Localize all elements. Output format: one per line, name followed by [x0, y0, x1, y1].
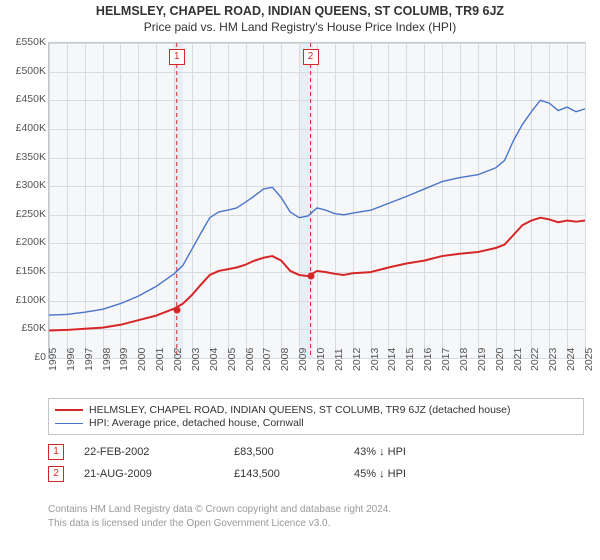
x-tick-label: 2023: [547, 348, 559, 371]
x-tick-label: 2021: [512, 348, 524, 371]
x-tick-label: 2014: [386, 348, 398, 371]
chart-subtitle: Price paid vs. HM Land Registry's House …: [0, 20, 600, 34]
x-tick-label: 2016: [422, 348, 434, 371]
marker-dot: [307, 272, 314, 279]
marker-dot: [173, 307, 180, 314]
y-tick-label: £200K: [16, 236, 46, 248]
chart-svg: [49, 43, 585, 358]
series-hpi: [49, 100, 585, 315]
legend-swatch-property: [55, 409, 83, 411]
y-tick-label: £250K: [16, 208, 46, 220]
x-tick-label: 1995: [47, 348, 59, 371]
marker-table: 1 22-FEB-2002 £83,500 43% ↓ HPI 2 21-AUG…: [48, 441, 406, 485]
x-tick-label: 1999: [118, 348, 130, 371]
legend: HELMSLEY, CHAPEL ROAD, INDIAN QUEENS, ST…: [48, 398, 584, 435]
x-tick-label: 2020: [494, 348, 506, 371]
x-tick-label: 2017: [440, 348, 452, 371]
marker-badge-2: 2: [48, 466, 64, 482]
x-tick-label: 2007: [261, 348, 273, 371]
x-tick-label: 2011: [333, 348, 345, 371]
x-tick-label: 2015: [404, 348, 416, 371]
marker-diff-1: 43% ↓ HPI: [354, 446, 406, 458]
x-tick-label: 2009: [297, 348, 309, 371]
x-tick-label: 2022: [529, 348, 541, 371]
x-tick-label: 2012: [351, 348, 363, 371]
chart-plot-area: 12: [48, 42, 586, 359]
legend-label-property: HELMSLEY, CHAPEL ROAD, INDIAN QUEENS, ST…: [89, 404, 511, 416]
x-tick-label: 1997: [83, 348, 95, 371]
y-tick-label: £0: [34, 351, 46, 363]
x-tick-label: 1996: [65, 348, 77, 371]
footer: Contains HM Land Registry data © Crown c…: [48, 503, 391, 530]
footer-line-1: Contains HM Land Registry data © Crown c…: [48, 503, 391, 517]
marker-date-2: 21-AUG-2009: [84, 468, 234, 480]
x-tick-label: 2000: [136, 348, 148, 371]
x-tick-label: 2001: [154, 348, 166, 371]
marker-date-1: 22-FEB-2002: [84, 446, 234, 458]
marker-diff-2: 45% ↓ HPI: [354, 468, 406, 480]
y-tick-label: £100K: [16, 294, 46, 306]
legend-label-hpi: HPI: Average price, detached house, Corn…: [89, 417, 304, 429]
y-tick-label: £50K: [21, 322, 46, 334]
y-tick-label: £450K: [16, 93, 46, 105]
x-tick-label: 2019: [476, 348, 488, 371]
x-tick-label: 2013: [369, 348, 381, 371]
footer-line-2: This data is licensed under the Open Gov…: [48, 517, 391, 531]
y-tick-label: £400K: [16, 122, 46, 134]
x-tick-label: 2018: [458, 348, 470, 371]
x-tick-label: 1998: [101, 348, 113, 371]
x-tick-label: 2024: [565, 348, 577, 371]
y-tick-label: £500K: [16, 65, 46, 77]
gridline-v: [585, 43, 586, 358]
marker-box: 2: [303, 49, 319, 65]
x-tick-label: 2008: [279, 348, 291, 371]
x-tick-label: 2004: [208, 348, 220, 371]
x-tick-label: 2010: [315, 348, 327, 371]
y-tick-label: £300K: [16, 179, 46, 191]
x-tick-label: 2006: [244, 348, 256, 371]
marker-price-1: £83,500: [234, 446, 354, 458]
marker-badge-1: 1: [48, 444, 64, 460]
series-property: [49, 218, 585, 331]
x-tick-label: 2002: [172, 348, 184, 371]
x-tick-label: 2003: [190, 348, 202, 371]
legend-swatch-hpi: [55, 423, 83, 424]
y-tick-label: £150K: [16, 265, 46, 277]
x-tick-label: 2005: [226, 348, 238, 371]
chart-title: HELMSLEY, CHAPEL ROAD, INDIAN QUEENS, ST…: [0, 4, 600, 18]
y-tick-label: £350K: [16, 151, 46, 163]
x-tick-label: 2025: [583, 348, 595, 371]
marker-price-2: £143,500: [234, 468, 354, 480]
marker-box: 1: [169, 49, 185, 65]
y-tick-label: £550K: [16, 36, 46, 48]
